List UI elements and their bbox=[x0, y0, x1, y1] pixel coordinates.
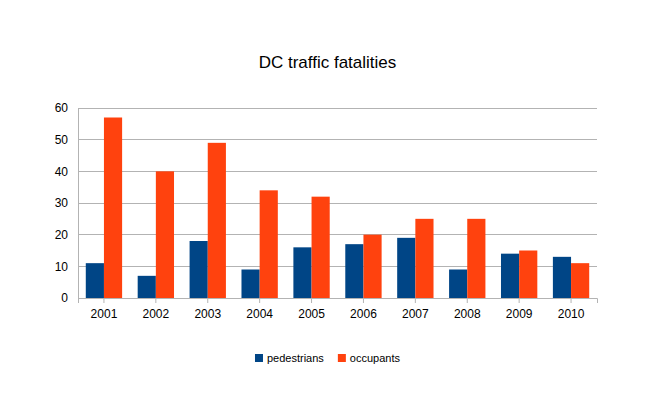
bar bbox=[138, 276, 156, 298]
legend-item: pedestrians bbox=[255, 352, 324, 364]
tick-label: 2004 bbox=[246, 307, 273, 321]
tick-mark bbox=[103, 298, 104, 303]
tick-label: 50 bbox=[55, 133, 69, 147]
bar bbox=[553, 257, 571, 298]
axis-line bbox=[78, 109, 79, 299]
tick-label: 20 bbox=[55, 228, 69, 242]
grid-line bbox=[78, 139, 597, 140]
tick: 40 bbox=[55, 165, 78, 179]
legend-swatch bbox=[255, 354, 263, 362]
bar bbox=[190, 241, 208, 298]
tick-label: 2009 bbox=[506, 307, 533, 321]
tick: 0 bbox=[61, 291, 78, 305]
bars bbox=[86, 118, 589, 299]
plot: 0102030405060200120022003200420052006200… bbox=[55, 101, 598, 320]
tick-label: 2008 bbox=[454, 307, 481, 321]
bar bbox=[449, 270, 467, 299]
bar bbox=[241, 270, 259, 299]
tick: 50 bbox=[55, 133, 78, 147]
tick-label: 30 bbox=[55, 196, 69, 210]
tick-mark bbox=[467, 298, 468, 303]
tick: 30 bbox=[55, 196, 78, 210]
tick-mark bbox=[363, 298, 364, 303]
tick-label: 40 bbox=[55, 165, 69, 179]
legend-item: occupants bbox=[338, 352, 401, 364]
tick-mark bbox=[415, 298, 416, 303]
bar bbox=[104, 118, 122, 299]
tick-label: 2010 bbox=[558, 307, 585, 321]
bar bbox=[363, 235, 381, 298]
bar bbox=[312, 197, 330, 298]
tick-label: 2006 bbox=[350, 307, 377, 321]
tick-mark bbox=[519, 298, 520, 303]
tick: 2010 bbox=[558, 298, 585, 321]
bar bbox=[293, 247, 311, 298]
bar bbox=[519, 251, 537, 299]
tick: 2002 bbox=[142, 298, 169, 321]
bar bbox=[345, 244, 363, 298]
tick: 20 bbox=[55, 228, 78, 242]
tick: 60 bbox=[55, 101, 78, 115]
legend-label: pedestrians bbox=[267, 352, 324, 364]
grid bbox=[78, 108, 597, 298]
bar bbox=[415, 219, 433, 298]
axis-line bbox=[79, 299, 598, 304]
tick-label: 60 bbox=[55, 101, 69, 115]
tick-mark bbox=[207, 298, 208, 303]
legend: pedestrians occupants bbox=[255, 352, 401, 364]
grid-line bbox=[78, 108, 597, 109]
legend-swatch bbox=[338, 354, 346, 362]
chart: 0102030405060200120022003200420052006200… bbox=[0, 0, 655, 413]
tick-label: 0 bbox=[61, 291, 68, 305]
x-axis: 2001 2002 2003 2004 2005 2006 2007 2008 2009 2010 bbox=[79, 298, 598, 321]
tick-mark bbox=[311, 298, 312, 303]
tick-label: 2001 bbox=[91, 307, 118, 321]
bar bbox=[467, 219, 485, 298]
tick-label: 2007 bbox=[402, 307, 429, 321]
bar bbox=[571, 263, 589, 298]
tick: 2006 bbox=[350, 298, 377, 321]
tick-label: 2005 bbox=[298, 307, 325, 321]
bar bbox=[260, 190, 278, 298]
tick-label: 2002 bbox=[142, 307, 169, 321]
bar bbox=[86, 263, 104, 298]
tick: 2005 bbox=[298, 298, 325, 321]
tick: 2007 bbox=[402, 298, 429, 321]
tick: 2009 bbox=[506, 298, 533, 321]
tick-mark bbox=[155, 298, 156, 303]
bar bbox=[208, 143, 226, 298]
tick-label: 2003 bbox=[194, 307, 221, 321]
tick: 2008 bbox=[454, 298, 481, 321]
bar bbox=[397, 238, 415, 298]
y-axis: 0 10 20 30 40 50 60 bbox=[55, 101, 79, 305]
tick: 10 bbox=[55, 260, 78, 274]
tick: 2004 bbox=[246, 298, 273, 321]
tick: 2003 bbox=[194, 298, 221, 321]
tick-mark bbox=[259, 298, 260, 303]
bar bbox=[156, 171, 174, 298]
tick-label: 10 bbox=[55, 260, 69, 274]
legend-label: occupants bbox=[350, 352, 401, 364]
bar bbox=[501, 254, 519, 298]
tick-mark bbox=[571, 298, 572, 303]
title: DC traffic fatalities bbox=[259, 53, 397, 72]
tick: 2001 bbox=[91, 298, 118, 321]
